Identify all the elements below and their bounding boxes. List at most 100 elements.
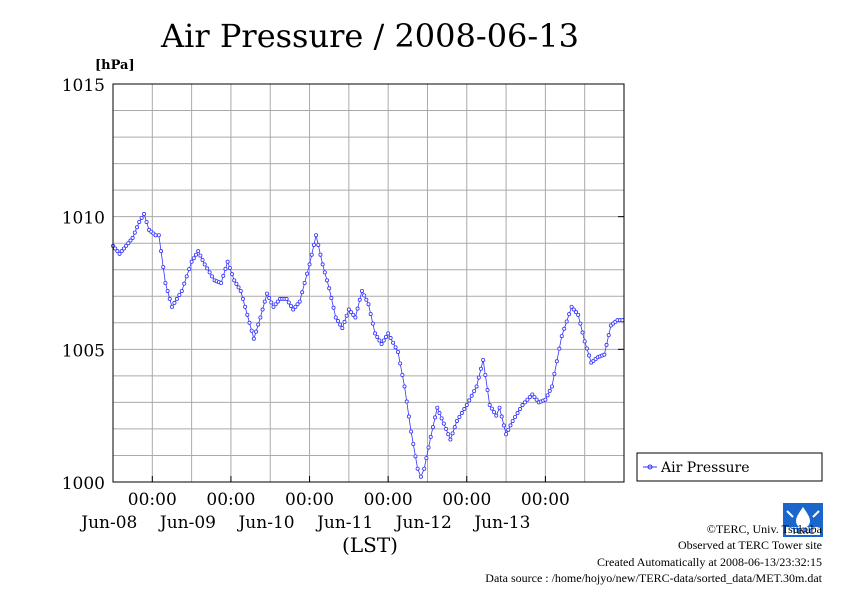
data-point-marker (426, 445, 431, 450)
data-point-marker (258, 315, 263, 320)
data-point-marker (433, 415, 438, 420)
data-point-marker (501, 423, 506, 428)
y-tick-label: 1005 (62, 341, 105, 361)
data-point-marker (329, 296, 334, 301)
data-point-marker (340, 326, 345, 331)
data-point-marker (450, 431, 455, 436)
data-point-marker (545, 393, 550, 398)
chart-title: Air Pressure / 2008-06-13 (160, 17, 579, 55)
data-point-marker (395, 349, 400, 354)
data-point-marker (437, 411, 442, 416)
data-point-marker (297, 299, 302, 304)
x-tick-day-label: Jun-08 (79, 513, 137, 533)
data-point-marker (126, 241, 131, 246)
data-point-marker (508, 423, 513, 428)
data-point-marker (413, 454, 418, 459)
data-point-marker (353, 315, 358, 320)
data-point-marker (142, 212, 147, 217)
data-point-marker (375, 334, 380, 339)
x-tick-day-label: Jun-09 (158, 513, 216, 533)
data-point-marker (602, 352, 607, 357)
data-point-marker (362, 293, 367, 298)
data-point-marker (418, 474, 423, 479)
data-point-marker (355, 306, 360, 311)
data-point-marker (571, 307, 576, 312)
data-point-marker (316, 242, 321, 247)
data-point-marker (428, 434, 433, 439)
data-point-marker (513, 414, 518, 419)
data-point-marker (393, 345, 398, 350)
data-point-marker (327, 286, 332, 291)
data-point-marker (441, 421, 446, 426)
data-point-marker (113, 246, 118, 251)
data-point-marker (240, 296, 245, 301)
data-point-marker (489, 406, 494, 411)
data-point-marker (364, 297, 369, 302)
data-point-marker (474, 384, 479, 389)
data-point-marker (227, 265, 232, 270)
data-point-marker (286, 300, 291, 305)
data-source-text: Data source : /home/hojyo/new/TERC-data/… (485, 571, 822, 585)
data-point-marker (573, 310, 578, 315)
data-point-marker (452, 425, 457, 430)
data-point-marker (232, 278, 237, 283)
data-point-marker (200, 258, 205, 263)
data-point-marker (580, 330, 585, 335)
data-point-marker (582, 339, 587, 344)
data-point-marker (422, 466, 427, 471)
data-point-marker (137, 219, 142, 224)
x-axis-ticks: 00:00 Jun-08 00:00 Jun-09 00:00 Jun-10 00:00 Ju… (79, 476, 570, 533)
data-point-marker (578, 321, 583, 326)
data-point-marker (604, 342, 609, 347)
data-point-marker (335, 319, 340, 324)
data-point-marker (163, 280, 168, 285)
data-point-marker (368, 311, 373, 316)
data-point-marker (119, 249, 124, 254)
data-point-marker (189, 259, 194, 264)
y-tick-label: 1000 (62, 474, 105, 494)
terc-logo-icon: TERC (783, 503, 823, 541)
data-point-marker (193, 252, 198, 257)
data-point-marker (177, 292, 182, 297)
data-point-marker (293, 304, 298, 309)
x-tick-time-label: 00:00 (364, 490, 413, 510)
data-point-marker (564, 319, 569, 324)
data-point-marker (525, 397, 530, 402)
legend-label: Air Pressure (660, 460, 750, 476)
x-tick-day-label: Jun-10 (236, 513, 294, 533)
data-point-marker (247, 320, 252, 325)
data-point-marker (483, 372, 488, 377)
data-point-marker (357, 297, 362, 302)
data-point-marker (552, 371, 557, 376)
data-point-marker (238, 288, 243, 293)
data-point-marker (457, 414, 462, 419)
data-point-marker (236, 285, 241, 290)
x-tick-day-label: Jun-13 (472, 513, 530, 533)
data-point-marker (307, 262, 312, 267)
data-point-marker (562, 326, 567, 331)
data-point-marker (554, 359, 559, 364)
data-point-marker (191, 256, 196, 261)
data-point-marker (243, 304, 248, 309)
created-text: Created Automatically at 2008-06-13/23:3… (597, 555, 822, 569)
copyright-text: ©TERC, Univ. Tsukuba (706, 522, 822, 536)
data-point-marker (430, 425, 435, 430)
data-point-marker (221, 273, 226, 278)
data-point-marker (481, 357, 486, 362)
data-point-marker (254, 329, 259, 334)
data-point-marker (404, 399, 409, 404)
data-point-marker (388, 336, 393, 341)
data-point-marker (273, 302, 278, 307)
data-point-marker (302, 280, 307, 285)
legend: Air Pressure (636, 452, 823, 482)
x-axis-label: (LST) (342, 533, 398, 557)
data-point-marker (314, 233, 319, 238)
data-point-marker (264, 291, 269, 296)
data-point-marker (377, 338, 382, 343)
data-point-marker (144, 219, 149, 224)
data-point-marker (478, 366, 483, 371)
data-point-marker (606, 333, 611, 338)
data-point-marker (174, 296, 179, 301)
data-point-marker (260, 307, 265, 312)
data-point-marker (309, 252, 314, 257)
